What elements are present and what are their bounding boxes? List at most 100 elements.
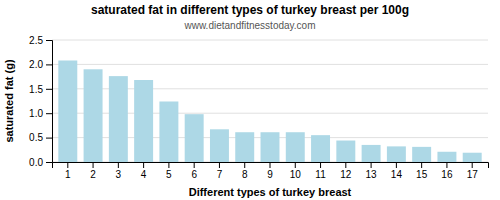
bar (387, 146, 406, 162)
y-tick-mark (46, 113, 52, 114)
bar (437, 152, 456, 162)
x-tick: 17 (467, 162, 479, 180)
x-tick: 13 (366, 162, 378, 180)
y-axis-line (46, 41, 53, 163)
x-tick: 16 (441, 162, 453, 180)
bar (463, 153, 482, 162)
bar (362, 145, 381, 162)
plot: 12345678910111213141516170.00.51.01.52.0… (29, 35, 488, 180)
x-tick-label: 12 (340, 169, 352, 180)
y-tick-mark (46, 89, 52, 90)
y-axis: 0.0 0.5 1.0 1.5 2.0 2.5 (29, 35, 52, 168)
x-tick-label: 8 (242, 169, 248, 180)
x-tick-mark (295, 162, 296, 168)
x-tick: 2 (90, 162, 96, 180)
x-tick-label: 5 (166, 169, 172, 180)
x-tick-mark (93, 162, 94, 168)
x-tick: 12 (340, 162, 352, 180)
y-tick-label: 2.5 (29, 35, 43, 46)
x-tick-label: 6 (191, 169, 197, 180)
y-tick-mark (46, 64, 52, 65)
chart-container: saturated fat in different types of turk… (0, 0, 500, 200)
x-tick: 5 (166, 162, 172, 180)
bar (84, 69, 103, 162)
x-tick: 1 (65, 162, 71, 180)
y-tick-mark (46, 40, 52, 41)
x-tick-label: 4 (141, 169, 147, 180)
marks (58, 60, 481, 162)
chart-svg: saturated fat in different types of turk… (0, 0, 500, 200)
x-axis-title: Different types of turkey breast (189, 186, 352, 198)
x-tick-mark (244, 162, 245, 168)
x-tick-label: 7 (217, 169, 223, 180)
x-tick-label: 9 (267, 169, 273, 180)
x-tick: 4 (141, 162, 147, 180)
x-tick-mark (446, 162, 447, 168)
bar (185, 114, 204, 162)
y-tick: 0.5 (29, 132, 52, 143)
x-tick-label: 17 (467, 169, 479, 180)
x-tick-mark (345, 162, 346, 168)
x-tick-mark (143, 162, 144, 168)
x-tick-label: 13 (366, 169, 378, 180)
x-tick-mark (118, 162, 119, 168)
x-tick: 6 (191, 162, 197, 180)
bar (286, 132, 305, 162)
bar (159, 101, 178, 162)
y-tick: 2.0 (29, 59, 52, 70)
y-tick-label: 2.0 (29, 59, 43, 70)
x-tick-label: 10 (290, 169, 302, 180)
y-tick-label: 0.5 (29, 132, 43, 143)
bar (58, 60, 77, 162)
x-tick-mark (371, 162, 372, 168)
subtitle: www.dietandfitnesstoday.com (184, 20, 316, 31)
bar (412, 147, 431, 162)
y-tick-label: 1.0 (29, 108, 43, 119)
y-tick: 2.5 (29, 35, 52, 46)
x-tick-mark (472, 162, 473, 168)
x-tick-mark (320, 162, 321, 168)
bar (235, 132, 254, 162)
x-tick: 14 (391, 162, 403, 180)
bar (109, 76, 128, 162)
grid (52, 40, 488, 162)
x-tick-label: 3 (116, 169, 122, 180)
x-tick-mark (396, 162, 397, 168)
x-tick-mark (194, 162, 195, 168)
x-axis-line (53, 163, 489, 169)
x-tick-label: 2 (90, 169, 96, 180)
x-tick: 7 (217, 162, 223, 180)
y-tick-mark (46, 138, 52, 139)
x-tick: 11 (315, 162, 326, 180)
x-tick-label: 16 (441, 169, 453, 180)
x-tick-mark (67, 162, 68, 168)
title: saturated fat in different types of turk… (91, 3, 409, 17)
grid-line (52, 64, 488, 65)
x-tick-label: 15 (416, 169, 428, 180)
x-tick-mark (421, 162, 422, 168)
x-tick: 15 (416, 162, 428, 180)
x-tick: 9 (267, 162, 273, 180)
y-tick: 1.0 (29, 108, 52, 119)
x-tick: 10 (290, 162, 302, 180)
bar (210, 129, 229, 162)
x-tick-mark (270, 162, 271, 168)
bar (134, 80, 153, 162)
x-tick: 3 (116, 162, 122, 180)
y-tick-label: 1.5 (29, 84, 43, 95)
x-tick-mark (168, 162, 169, 168)
x-axis: 1234567891011121314151617 (53, 162, 489, 180)
x-tick: 8 (242, 162, 248, 180)
bar (261, 132, 280, 162)
x-tick-label: 14 (391, 169, 403, 180)
y-tick: 0.0 (29, 157, 52, 168)
x-tick-mark (219, 162, 220, 168)
y-axis-title: saturated fat (g) (3, 59, 15, 142)
x-tick-label: 11 (315, 169, 326, 180)
grid-line (52, 40, 488, 41)
bar (311, 135, 330, 162)
y-tick-mark (46, 162, 52, 163)
bar (336, 141, 355, 162)
y-tick-label: 0.0 (29, 157, 43, 168)
x-tick-label: 1 (65, 169, 71, 180)
